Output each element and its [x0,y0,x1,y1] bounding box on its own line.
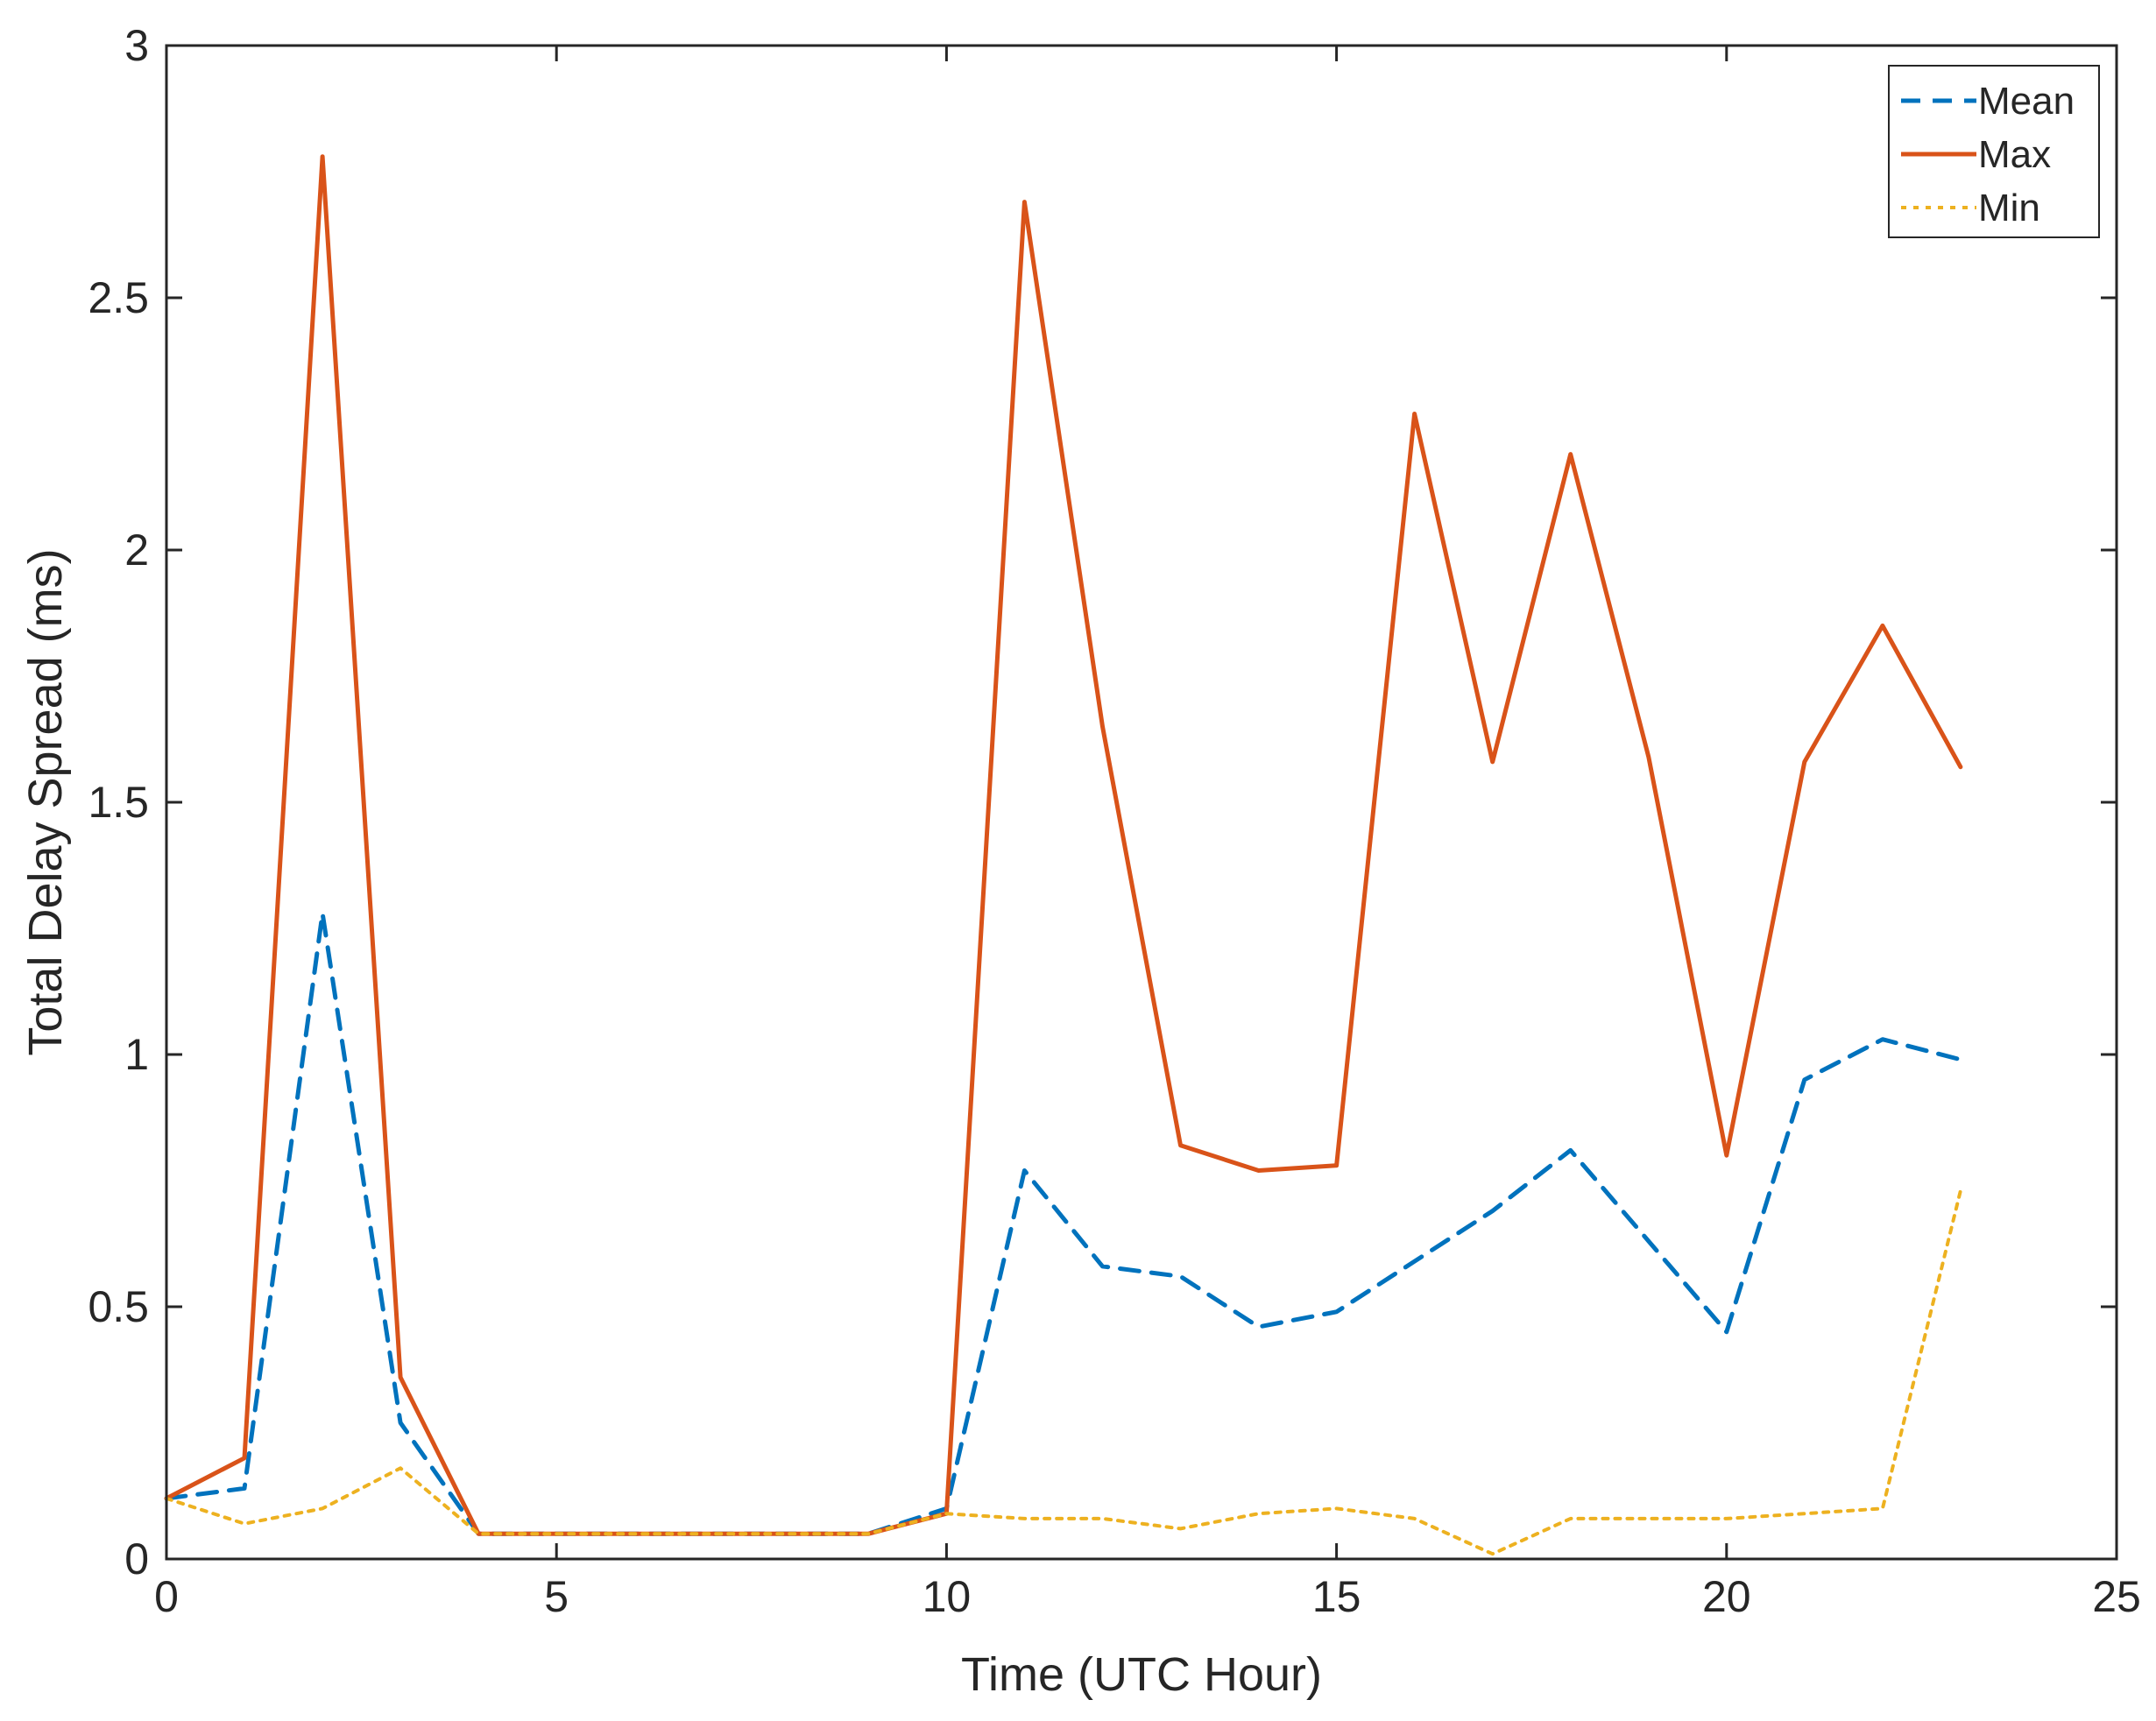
y-tick-label: 1.5 [88,778,149,827]
legend-label-max: Max [1978,133,2051,176]
legend-label-min: Min [1978,187,2040,229]
x-axis-label: Time (UTC Hour) [961,1648,1322,1701]
legend-label-mean: Mean [1978,80,2075,123]
legend-box [1888,65,2100,238]
series-lines [164,154,1963,1556]
y-tick-label: 3 [124,21,149,70]
series-line-max [164,154,1963,1536]
series-line-mean [164,911,1963,1536]
y-tick-label: 2.5 [88,273,149,322]
x-tick-label: 15 [1312,1572,1361,1621]
x-tick-label: 25 [2092,1572,2141,1621]
x-tick-label: 5 [544,1572,569,1621]
x-tick-label: 0 [154,1572,179,1621]
series-line-min [165,1188,1962,1556]
x-tick-label: 10 [922,1572,972,1621]
y-tick-label: 1 [124,1030,149,1079]
y-tick-label: 0 [124,1534,149,1583]
x-tick-label: 20 [1702,1572,1751,1621]
legend: Mean Max Min [1888,65,2100,238]
axis-ticks: 0 5 10 15 20 25 0 0.5 1 1.5 2 2.5 3 [88,21,2140,1621]
y-tick-label: 0.5 [88,1282,149,1331]
y-axis-label: Total Delay Spread (ms) [19,548,72,1055]
y-tick-label: 2 [124,525,149,575]
